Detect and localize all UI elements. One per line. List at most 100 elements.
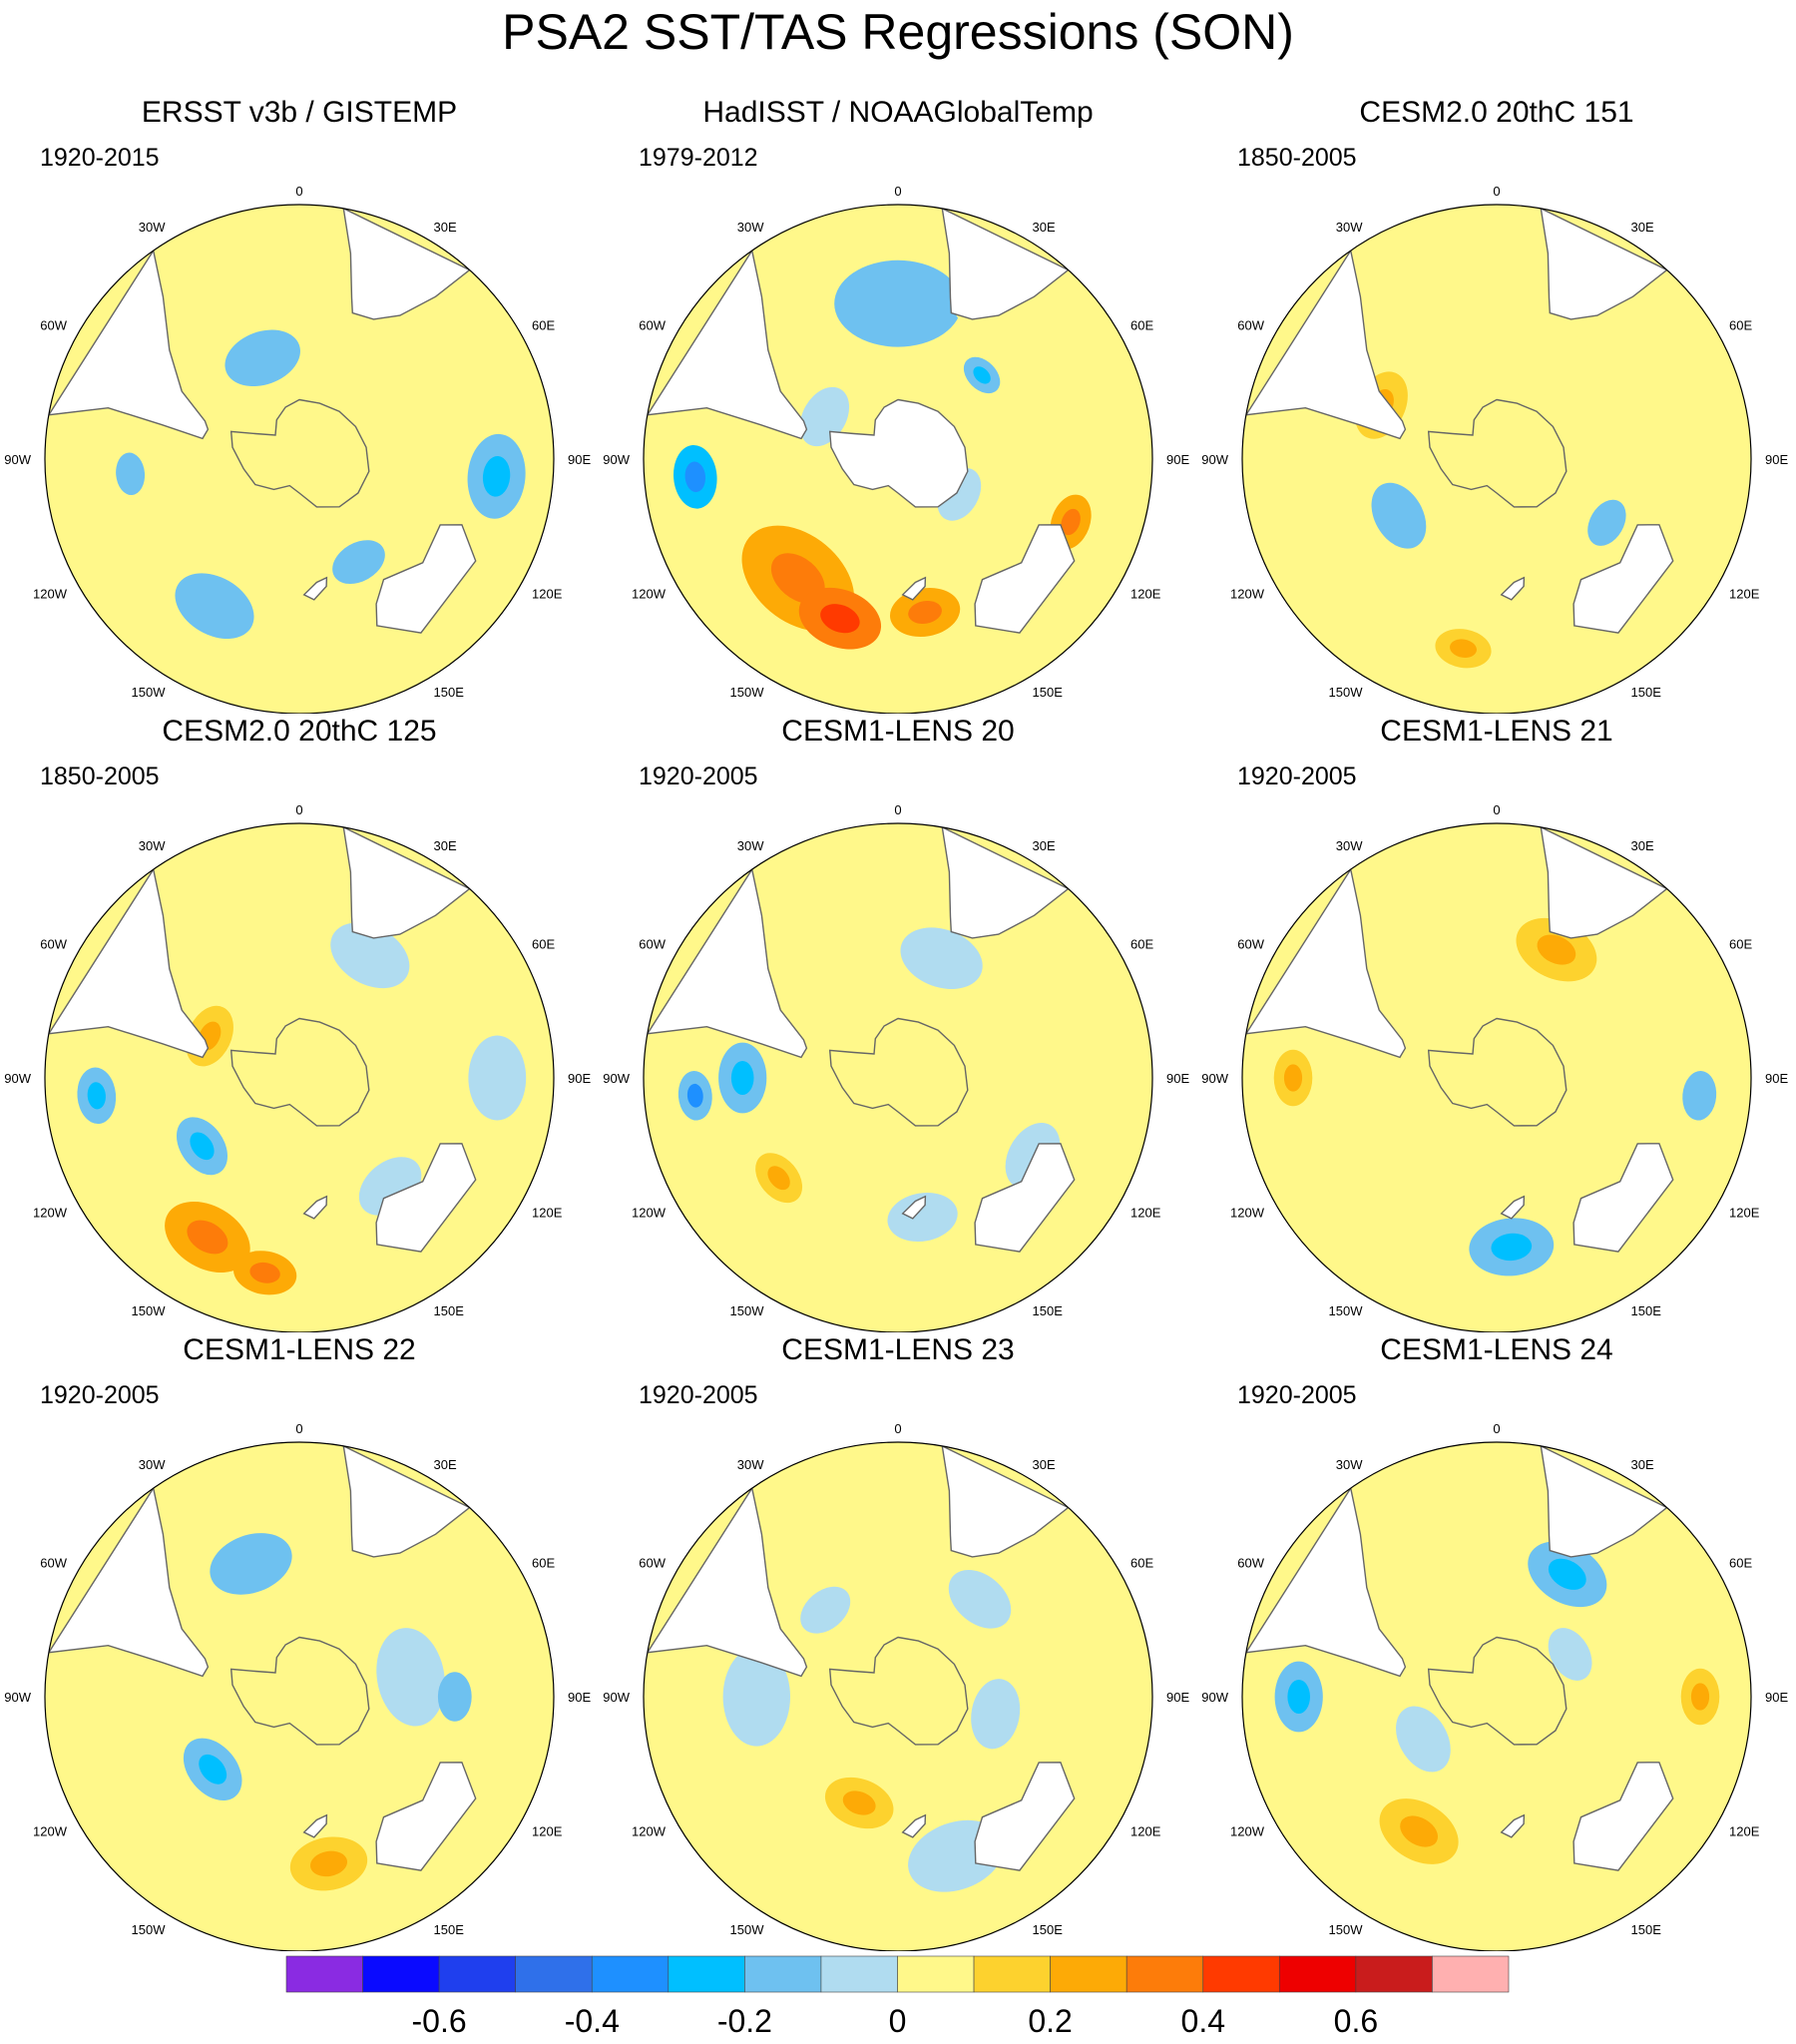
longitude-label: 120E xyxy=(532,587,563,602)
anomaly-core xyxy=(1287,1680,1311,1714)
anomaly-core xyxy=(1537,934,1576,965)
longitude-label: 120E xyxy=(1729,1206,1760,1221)
longitude-label: 30E xyxy=(1631,838,1654,853)
anomaly-core xyxy=(1450,639,1477,658)
australia-coast xyxy=(974,1143,1076,1253)
longitude-label: 0 xyxy=(894,802,901,817)
anomaly-region xyxy=(1507,322,1599,400)
longitude-label: 60W xyxy=(639,1556,666,1571)
map-outline xyxy=(643,204,1153,714)
anomaly-region xyxy=(210,1533,292,1595)
colorbar-swatch xyxy=(1050,1955,1127,1993)
map-panel: 030E60E90E120E150E180150W120W90W60W30WCE… xyxy=(0,1332,599,1951)
longitude-label: 150W xyxy=(132,685,167,700)
antarctica-coast xyxy=(1427,398,1568,508)
anomaly-region xyxy=(1396,1706,1451,1773)
anomaly-core xyxy=(842,1790,876,1815)
longitude-label: 120E xyxy=(532,1824,563,1839)
longitude-label: 90W xyxy=(4,452,31,467)
anomaly-region xyxy=(887,1192,958,1243)
anomaly-core xyxy=(199,1754,227,1785)
anomaly-region xyxy=(175,573,254,640)
polar-map: 030E60E90E120E150E180150W120W90W60W30W xyxy=(1201,802,1788,1332)
colorbar-tick-label: 0.4 xyxy=(1181,2003,1225,2039)
colorbar-tick-label: -0.2 xyxy=(717,2003,772,2039)
longitude-label: 0 xyxy=(1493,1421,1500,1436)
map-panel: 030E60E90E120E150E180150W120W90W60W30WHa… xyxy=(599,95,1197,714)
longitude-label: 30W xyxy=(1336,838,1363,853)
longitude-label: 120E xyxy=(1729,587,1760,602)
longitude-label: 120W xyxy=(1230,587,1265,602)
anomaly-region xyxy=(834,259,962,347)
longitude-label: 150W xyxy=(730,685,765,700)
colorbar-tick-label: -0.4 xyxy=(565,2003,620,2039)
longitude-label: 120W xyxy=(1230,1824,1265,1839)
new-zealand-coast xyxy=(901,576,927,601)
longitude-label: 30E xyxy=(1033,838,1056,853)
longitude-label: 30W xyxy=(139,1457,166,1472)
panel-period: 1920-2005 xyxy=(40,1381,160,1409)
longitude-label: 150W xyxy=(1329,1922,1364,1937)
anomaly-core xyxy=(820,604,860,634)
anomaly-region xyxy=(1511,566,1579,618)
colorbar-swatch xyxy=(973,1955,1051,1993)
longitude-label: 0 xyxy=(1493,802,1500,817)
antarctica-coast xyxy=(229,1017,370,1127)
new-zealand-coast xyxy=(901,1813,927,1838)
panel-title: CESM1-LENS 24 xyxy=(1380,1333,1613,1366)
page-title: PSA2 SST/TAS Regressions (SON) xyxy=(502,4,1294,60)
polar-map: 030E60E90E120E150E180150W120W90W60W30W xyxy=(1201,1421,1788,1951)
anomaly-region xyxy=(948,1569,1012,1629)
longitude-label: 120E xyxy=(1130,1206,1161,1221)
longitude-label: 150E xyxy=(434,1922,465,1937)
longitude-label: 60W xyxy=(1237,318,1264,333)
anomaly-core xyxy=(309,1850,348,1877)
antarctica-coast xyxy=(828,398,969,508)
colorbar-tick-label: 0 xyxy=(889,2003,907,2039)
panel-title: CESM1-LENS 21 xyxy=(1380,715,1613,748)
anomaly-region xyxy=(1548,1628,1592,1681)
map-outline xyxy=(643,1441,1153,1951)
longitude-label: 120W xyxy=(33,587,68,602)
south-america-coast xyxy=(1244,249,1407,440)
antarctica-coast xyxy=(229,1636,370,1746)
panel-title: HadISST / NOAAGlobalTemp xyxy=(702,96,1094,129)
longitude-label: 150W xyxy=(730,1922,765,1937)
longitude-label: 90W xyxy=(1201,452,1228,467)
anomaly-region xyxy=(294,504,337,535)
longitude-label: 60E xyxy=(532,318,555,333)
australia-coast xyxy=(1572,1762,1674,1871)
new-zealand-coast xyxy=(1500,1813,1526,1838)
longitude-label: 30E xyxy=(1631,1457,1654,1472)
anomaly-region xyxy=(1371,482,1427,549)
australia-coast xyxy=(375,1762,477,1871)
australia-coast xyxy=(974,1762,1076,1871)
anomaly-core xyxy=(770,553,825,604)
anomaly-region xyxy=(900,927,983,990)
longitude-label: 30W xyxy=(737,1457,764,1472)
anomaly-core xyxy=(973,366,991,384)
longitude-label: 120E xyxy=(1130,1824,1161,1839)
colorbar-swatch xyxy=(362,1955,440,1993)
anomaly-core xyxy=(1283,1064,1303,1092)
longitude-label: 60W xyxy=(639,937,666,952)
colorbar-swatch xyxy=(668,1955,745,1993)
map-panel: 030E60E90E120E150E180150W120W90W60W30WER… xyxy=(0,95,599,714)
longitude-label: 150E xyxy=(1033,1922,1064,1937)
map-outline xyxy=(44,204,555,714)
colorbar-swatch xyxy=(1355,1955,1433,1993)
anomaly-region xyxy=(224,329,300,387)
map-panel: 030E60E90E120E150E180150W120W90W60W30WCE… xyxy=(599,714,1197,1332)
panel-title: CESM2.0 20thC 125 xyxy=(162,715,437,748)
south-america-coast xyxy=(47,867,210,1059)
longitude-label: 120W xyxy=(1230,1206,1265,1221)
longitude-label: 30E xyxy=(1033,1457,1056,1472)
longitude-label: 60W xyxy=(40,1556,67,1571)
south-america-coast xyxy=(47,1486,210,1678)
panel-period: 1920-2005 xyxy=(1237,1381,1357,1409)
panel-title: CESM1-LENS 20 xyxy=(781,715,1015,748)
longitude-label: 90W xyxy=(1201,1071,1228,1086)
anomaly-region xyxy=(468,1035,527,1121)
longitude-label: 30W xyxy=(139,838,166,853)
longitude-label: 60E xyxy=(1729,937,1752,952)
